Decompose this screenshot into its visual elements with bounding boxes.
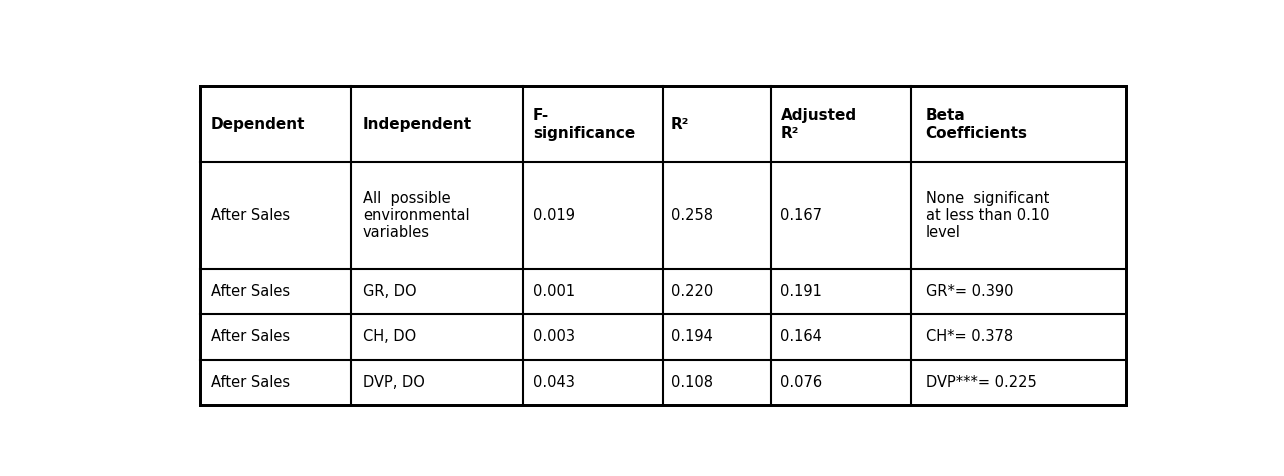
Text: CH, DO: CH, DO [363, 329, 416, 345]
Text: CH*= 0.378: CH*= 0.378 [926, 329, 1013, 345]
Text: After Sales: After Sales [211, 375, 290, 390]
Text: 0.167: 0.167 [781, 208, 823, 223]
Text: R²: R² [670, 117, 690, 132]
Text: Independent: Independent [363, 117, 473, 132]
Text: After Sales: After Sales [211, 208, 290, 223]
Text: Dependent: Dependent [211, 117, 306, 132]
Text: GR, DO: GR, DO [363, 284, 416, 299]
Text: 0.001: 0.001 [533, 284, 575, 299]
Text: 0.043: 0.043 [533, 375, 575, 390]
Text: F-
significance: F- significance [533, 108, 636, 140]
Text: 0.220: 0.220 [670, 284, 713, 299]
Text: 0.108: 0.108 [670, 375, 713, 390]
Text: None  significant
at less than 0.10
level: None significant at less than 0.10 level [926, 190, 1049, 240]
Text: 0.003: 0.003 [533, 329, 575, 345]
Text: 0.191: 0.191 [781, 284, 822, 299]
Text: After Sales: After Sales [211, 329, 290, 345]
Text: Adjusted
R²: Adjusted R² [781, 108, 856, 140]
Text: GR*= 0.390: GR*= 0.390 [926, 284, 1013, 299]
Text: Beta
Coefficients: Beta Coefficients [926, 108, 1027, 140]
Text: DVP***= 0.225: DVP***= 0.225 [926, 375, 1036, 390]
Text: 0.194: 0.194 [670, 329, 713, 345]
Text: All  possible
environmental
variables: All possible environmental variables [363, 190, 470, 240]
Text: 0.076: 0.076 [781, 375, 823, 390]
Text: DVP, DO: DVP, DO [363, 375, 425, 390]
Text: 0.258: 0.258 [670, 208, 713, 223]
Bar [200, 87, 1126, 406]
Text: After Sales: After Sales [211, 284, 290, 299]
Text: 0.164: 0.164 [781, 329, 822, 345]
Text: 0.019: 0.019 [533, 208, 575, 223]
